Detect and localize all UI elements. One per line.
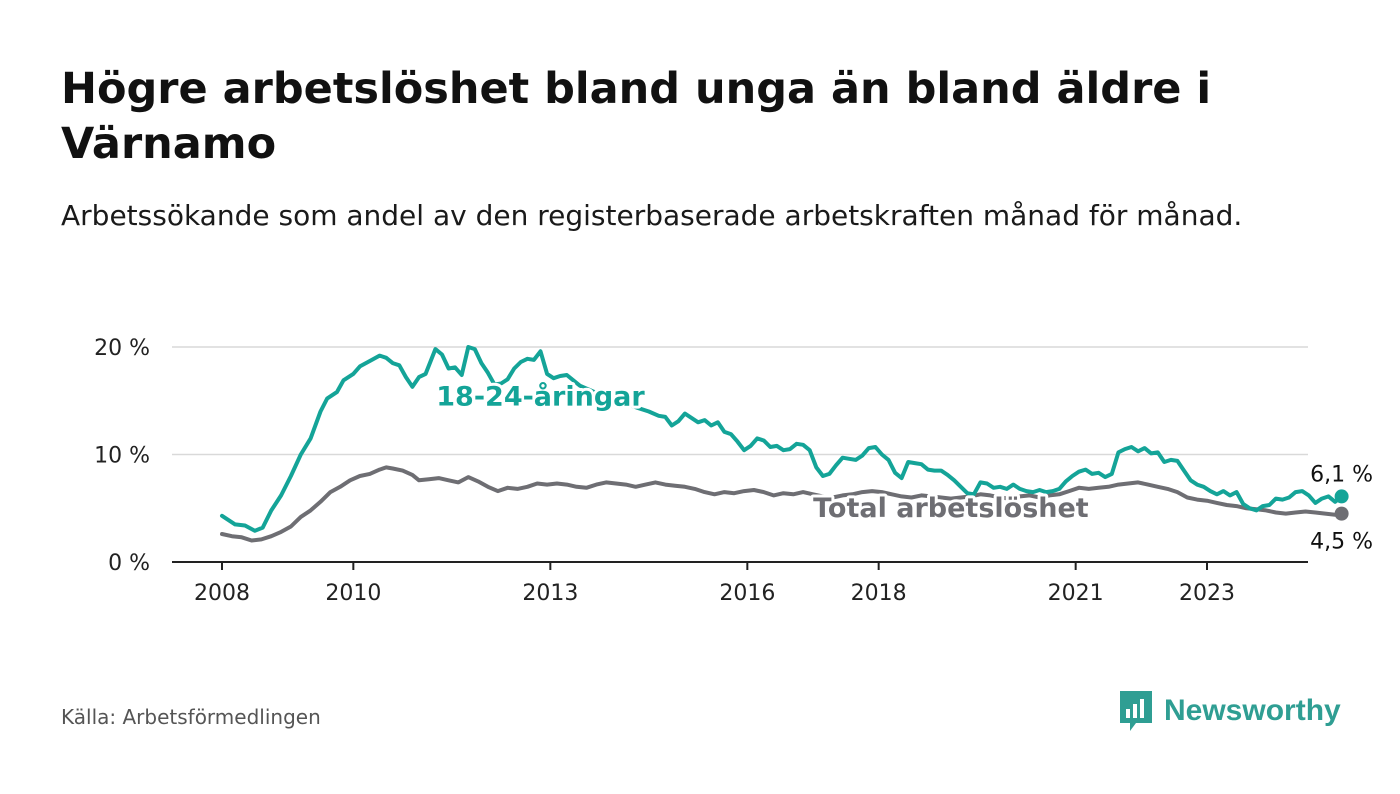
x-tick-label: 2013	[522, 581, 578, 606]
series-labels: 18-24-åringar Total arbetslöshet	[433, 377, 1092, 527]
series-label-youth: 18-24-åringar	[436, 380, 645, 412]
brand-name: Newsworthy	[1164, 694, 1341, 727]
brand-logo: Newsworthy	[1118, 688, 1341, 734]
end-marker-youth	[1334, 489, 1349, 504]
series-line-youth	[220, 345, 1344, 533]
end-labels: 6,1 % 4,5 %	[1310, 462, 1373, 554]
source-note: Källa: Arbetsförmedlingen	[61, 705, 321, 729]
x-tick-label: 2010	[325, 581, 381, 606]
y-tick-label: 10 %	[94, 444, 150, 469]
y-axis-ticks: 0 % 10 % 20 %	[94, 336, 150, 576]
x-tick-label: 2016	[719, 581, 775, 606]
end-label-total: 4,5 %	[1310, 530, 1373, 555]
end-marker-total	[1334, 506, 1349, 521]
gridlines	[172, 346, 1308, 456]
x-tick-label: 2023	[1179, 581, 1235, 606]
y-tick-label: 0 %	[108, 551, 150, 576]
series-label-total: Total arbetslöshet	[813, 493, 1089, 524]
chart-title: Högre arbetslöshet bland unga än bland ä…	[61, 64, 1212, 169]
x-tick-label: 2008	[194, 581, 250, 606]
y-tick-label: 20 %	[94, 336, 150, 361]
chart-subtitle: Arbetssökande som andel av den registerb…	[61, 199, 1243, 232]
end-label-youth: 6,1 %	[1310, 462, 1373, 487]
x-tick-label: 2021	[1048, 581, 1104, 606]
brand-icon	[1120, 691, 1152, 731]
series-lines	[220, 345, 1349, 543]
x-tick-label: 2018	[851, 581, 907, 606]
x-axis-ticks: 2008 2010 2013 2016 2018 2021 2023	[172, 561, 1308, 606]
series-line-total	[220, 465, 1344, 543]
